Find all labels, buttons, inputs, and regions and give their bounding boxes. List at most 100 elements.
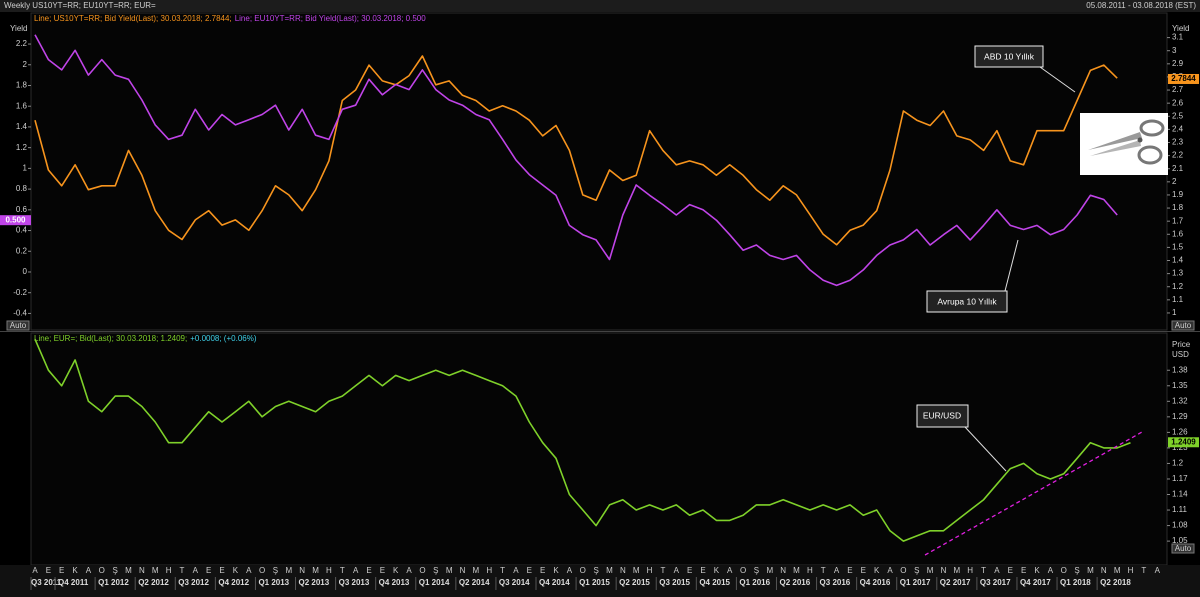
x-tick-label: O: [900, 566, 906, 575]
y-tick-label: 0.2: [16, 246, 28, 255]
y-tick-label: 1.08: [1172, 521, 1188, 530]
x-tick-label: O: [1061, 566, 1067, 575]
y-axis-unit: USD: [1172, 350, 1189, 359]
quarter-label: Q3 2012: [178, 578, 209, 587]
x-tick-label: E: [861, 566, 866, 575]
x-tick-label: T: [821, 566, 826, 575]
x-tick-label: K: [393, 566, 399, 575]
scale-button[interactable]: [1171, 320, 1195, 331]
x-tick-label: A: [246, 566, 252, 575]
y-tick-label: 1.26: [1172, 427, 1188, 436]
x-tick-label: M: [152, 566, 159, 575]
x-tick-label: O: [99, 566, 105, 575]
y-tick-label: 2.3: [1172, 138, 1184, 147]
annotation-box: [974, 45, 1044, 68]
x-tick-label: N: [620, 566, 626, 575]
y-tick-label: 0.8: [16, 184, 28, 193]
quarter-label: Q1 2018: [1060, 578, 1091, 587]
y-tick-label: 1.8: [16, 81, 28, 90]
x-tick-label: H: [166, 566, 172, 575]
x-tick-label: A: [567, 566, 573, 575]
x-tick-label: M: [606, 566, 613, 575]
y-tick-label: 1.2: [1172, 459, 1184, 468]
quarter-label: Q3 2011: [31, 578, 62, 587]
annotation-connector: [964, 426, 1007, 472]
y-tick-label: 1: [23, 163, 28, 172]
y-tick-label: 3.1: [1172, 33, 1184, 42]
x-tick-label: A: [674, 566, 680, 575]
x-tick-label: E: [1021, 566, 1026, 575]
y-tick-label: 1.6: [1172, 229, 1184, 238]
x-tick-label: H: [967, 566, 973, 575]
x-tick-label: T: [1141, 566, 1146, 575]
scale-button[interactable]: [6, 320, 30, 331]
quarter-label: Q1 2012: [98, 578, 129, 587]
x-tick-label: O: [740, 566, 746, 575]
x-tick-label: K: [714, 566, 720, 575]
y-tick-label: -0.2: [13, 288, 27, 297]
x-tick-label: A: [32, 566, 38, 575]
x-tick-label: E: [540, 566, 545, 575]
x-tick-label: A: [727, 566, 733, 575]
quarter-label: Q1 2015: [579, 578, 610, 587]
x-tick-label: M: [954, 566, 961, 575]
x-tick-label: K: [553, 566, 559, 575]
x-tick-label: T: [500, 566, 505, 575]
y-tick-label: 1.29: [1172, 412, 1188, 421]
annotation-connector: [1039, 66, 1076, 93]
x-tick-label: A: [1048, 566, 1054, 575]
quarter-label: Q3 2013: [339, 578, 370, 587]
x-tick-label: O: [259, 566, 265, 575]
y-tick-label: 1.14: [1172, 490, 1188, 499]
x-tick-label: T: [981, 566, 986, 575]
y-tick-label: 1.6: [16, 101, 28, 110]
y-tick-label: 2.7: [1172, 85, 1184, 94]
quarter-label: Q4 2016: [860, 578, 891, 587]
header-date-range: 05.08.2011 - 03.08.2018 (EST): [1086, 1, 1196, 10]
y-tick-label: 2.5: [1172, 111, 1184, 120]
y-tick-label: 1.4: [1172, 256, 1184, 265]
y-tick-label: 2.9: [1172, 59, 1184, 68]
y-tick-label: 1.7: [1172, 216, 1184, 225]
quarter-label: Q1 2017: [900, 578, 931, 587]
quarter-label: Q4 2015: [699, 578, 730, 587]
y-tick-label: 2.4: [1172, 124, 1184, 133]
scale-button-label[interactable]: Auto: [1175, 321, 1192, 330]
x-tick-label: Ş: [754, 566, 759, 575]
x-tick-label: A: [193, 566, 199, 575]
y-tick-label: 1.1: [1172, 295, 1184, 304]
legend-entry: Line; EU10YT=RR; Bid Yield(Last); 30.03.…: [235, 14, 427, 23]
x-tick-label: H: [1128, 566, 1134, 575]
x-tick-label: H: [807, 566, 813, 575]
x-tick-label: H: [486, 566, 492, 575]
annotation-label: ABD 10 Yıllık: [984, 51, 1035, 61]
y-tick-label: 2.2: [16, 39, 28, 48]
header-title: Weekly US10YT=RR; EU10YT=RR; EUR=: [4, 1, 156, 10]
quarter-label: Q1 2014: [419, 578, 450, 587]
y-tick-label: 1.9: [1172, 190, 1184, 199]
last-value-label: 1.2409: [1171, 437, 1196, 446]
scale-button-label[interactable]: Auto: [10, 321, 27, 330]
last-value-box: [1168, 437, 1199, 448]
x-tick-label: T: [340, 566, 345, 575]
y-tick-label: 1.35: [1172, 381, 1188, 390]
scale-button-label[interactable]: Auto: [1175, 544, 1192, 553]
quarter-label: Q1 2016: [739, 578, 770, 587]
y-tick-label: 2.1: [1172, 164, 1184, 173]
x-tick-label: A: [513, 566, 519, 575]
x-tick-label: E: [59, 566, 64, 575]
legend-entry: Line; EUR=; Bid(Last); 30.03.2018; 1.240…: [34, 334, 187, 343]
x-tick-label: A: [887, 566, 893, 575]
header-bar: [0, 0, 1200, 12]
annotation-box: [926, 290, 1008, 313]
y-tick-label: 1.05: [1172, 536, 1188, 545]
x-tick-label: Ş: [433, 566, 438, 575]
legend-change: +0.0008; (+0.06%): [190, 334, 257, 343]
x-tick-label: Ş: [914, 566, 919, 575]
y-tick-label: -0.4: [13, 309, 27, 318]
x-tick-label: Ş: [593, 566, 598, 575]
x-tick-label: E: [1008, 566, 1013, 575]
y-tick-label: 1.38: [1172, 365, 1188, 374]
scale-button[interactable]: [1171, 543, 1195, 554]
legend: Line; EUR=; Bid(Last); 30.03.2018; 1.240…: [34, 334, 257, 343]
